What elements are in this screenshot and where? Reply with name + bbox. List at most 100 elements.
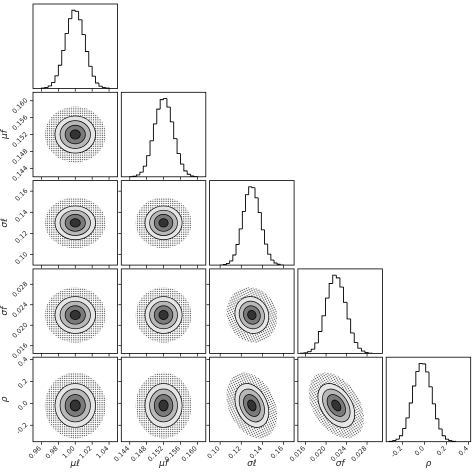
x-tick-label: 0.0 [413, 444, 426, 457]
histogram-step [317, 331, 322, 343]
x-axis-label: ρ [426, 459, 432, 469]
x-axis-label: μℓ [70, 459, 80, 469]
histogram-step [402, 428, 406, 436]
y-tick-label: 0.144 [11, 164, 30, 183]
histogram-step [68, 18, 72, 34]
histogram-step [159, 99, 164, 110]
histogram-step [335, 275, 340, 279]
histogram-step [412, 385, 416, 404]
histogram-step [339, 277, 344, 288]
histogram-step [310, 348, 315, 352]
histogram-step [229, 260, 233, 264]
y-tick-label: -0.2 [15, 421, 30, 436]
x-tick-label: 0.160 [180, 444, 199, 463]
panel-frame [209, 180, 295, 266]
histogram-step [95, 76, 99, 84]
density-contour [247, 310, 257, 320]
histogram-step [448, 439, 453, 442]
histogram-step [405, 417, 410, 429]
histogram-step [44, 86, 49, 89]
y-tick-label: 0.016 [11, 341, 30, 360]
histogram-step [438, 418, 443, 430]
histogram-step [57, 64, 62, 76]
y-tick-label: 0.152 [11, 130, 30, 149]
x-tick-label: 0.144 [112, 444, 131, 463]
y-tick-label: 0.160 [11, 97, 30, 116]
x-tick-label: 0.2 [435, 444, 448, 457]
y-axis-label: σℓ [0, 218, 10, 227]
x-tick-label: 0.98 [44, 444, 60, 460]
y-tick-label: 0.156 [11, 113, 30, 132]
histogram-step [332, 274, 337, 284]
histogram-step [321, 315, 326, 332]
panel-frame [209, 268, 295, 354]
histogram-step [392, 440, 397, 442]
histogram-step [343, 287, 348, 303]
histogram-step [264, 229, 268, 245]
panel-frame [209, 356, 295, 443]
y-tick-label: 0.020 [11, 321, 30, 340]
x-tick-label: 0.028 [350, 444, 369, 463]
histogram-step [190, 174, 194, 177]
histogram-step [260, 212, 265, 231]
density-contour [158, 399, 169, 412]
histogram-step [78, 11, 83, 21]
histogram-step [166, 98, 171, 108]
histogram-step [364, 351, 369, 354]
histogram-step [101, 86, 106, 88]
histogram-step [136, 174, 140, 177]
histogram-step [346, 302, 351, 320]
histogram-step [235, 244, 240, 256]
histogram-step [418, 363, 423, 372]
histogram-step [74, 10, 79, 12]
density-contour [69, 310, 81, 320]
y-tick-label: 0.0 [16, 399, 29, 412]
histogram-step [425, 363, 429, 373]
histogram-step [61, 49, 66, 66]
x-axis-label: μf [158, 459, 170, 469]
histogram-step [398, 435, 403, 440]
histogram-step [226, 262, 230, 265]
histogram-step [267, 244, 271, 255]
histogram-step [146, 155, 151, 167]
histogram-step [169, 107, 174, 123]
x-tick-label: 0.4 [457, 444, 470, 457]
x-tick-label: 0.16 [269, 444, 285, 460]
histogram-step [435, 403, 439, 420]
histogram-step [328, 283, 333, 299]
x-tick-label: 0.12 [227, 444, 243, 460]
histogram-step [232, 254, 237, 261]
x-tick-label: -0.2 [389, 444, 404, 459]
histogram-step [180, 153, 184, 165]
y-tick-label: 0.12 [14, 229, 30, 245]
histogram-step [142, 165, 147, 173]
histogram-step [307, 351, 312, 353]
x-tick-label: 0.148 [129, 444, 148, 463]
x-tick-label: 0.020 [309, 444, 328, 463]
x-tick-label: 0.10 [206, 444, 222, 460]
panel-frame [385, 356, 472, 443]
x-axis-label: σf [336, 459, 347, 469]
histogram-step [241, 211, 246, 229]
density-contour [158, 310, 169, 320]
y-axis-label: ρ [0, 396, 10, 402]
histogram-step [139, 171, 144, 175]
histogram-step [360, 348, 365, 352]
y-tick-label: 0.16 [14, 187, 30, 203]
histogram-step [431, 386, 436, 405]
panel-frame [120, 91, 207, 178]
histogram-step [176, 138, 181, 154]
histogram-step [314, 342, 319, 350]
histogram-step [156, 108, 161, 124]
y-tick-label: 0.024 [11, 301, 30, 320]
histogram-step [415, 371, 420, 386]
y-tick-label: 0.14 [14, 208, 30, 224]
y-tick-label: 0.028 [11, 280, 30, 299]
histogram-step [276, 262, 281, 265]
histogram-step [441, 428, 446, 437]
histogram-step [152, 123, 157, 141]
x-tick-label: 1.00 [61, 444, 77, 460]
histogram-step [91, 66, 96, 77]
histogram-step [325, 297, 330, 316]
